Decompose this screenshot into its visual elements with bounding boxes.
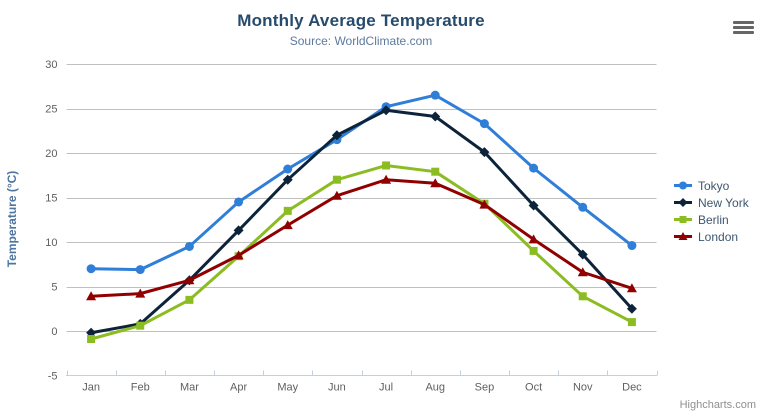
svg-text:May: May — [277, 382, 298, 394]
legend-item-london[interactable]: London — [673, 228, 749, 245]
svg-text:30: 30 — [45, 59, 57, 71]
legend-item-label: New York — [698, 195, 749, 210]
svg-text:Jan: Jan — [82, 382, 100, 394]
x-axis — [66, 370, 658, 376]
svg-text:25: 25 — [45, 104, 57, 116]
legend: Tokyo New York Berlin London — [673, 177, 749, 245]
svg-text:Apr: Apr — [230, 382, 247, 394]
svg-text:5: 5 — [51, 282, 57, 294]
chart-subtitle: Source: WorldClimate.com — [289, 34, 433, 48]
svg-text:Aug: Aug — [425, 382, 445, 394]
svg-text:Jul: Jul — [379, 382, 393, 394]
legend-item-label: Berlin — [698, 212, 729, 227]
series-london[interactable] — [86, 174, 637, 301]
svg-text:15: 15 — [45, 193, 57, 205]
svg-text:Nov: Nov — [573, 382, 593, 394]
y-axis-labels: -5 0 5 10 15 20 25 30 — [45, 59, 57, 383]
legend-item-tokyo[interactable]: Tokyo — [673, 177, 749, 194]
credits-link[interactable]: Highcharts.com — [679, 399, 756, 411]
legend-marker-icon — [674, 198, 692, 207]
svg-text:Oct: Oct — [525, 382, 542, 394]
svg-text:0: 0 — [51, 326, 57, 338]
svg-text:Mar: Mar — [180, 382, 199, 394]
svg-text:10: 10 — [45, 237, 57, 249]
gridlines — [66, 64, 657, 332]
svg-text:Jun: Jun — [328, 382, 346, 394]
svg-text:Feb: Feb — [131, 382, 150, 394]
legend-marker-icon — [674, 181, 692, 190]
hamburger-icon — [732, 25, 754, 29]
x-axis-labels: Jan Feb Mar Apr May Jun Jul Aug Sep Oct Nov Dec — [82, 382, 642, 394]
legend-item-new-york[interactable]: New York — [673, 194, 749, 211]
hamburger-icon — [732, 20, 754, 24]
svg-text:Sep: Sep — [475, 382, 495, 394]
y-axis-title: Temperature (°C) — [5, 170, 19, 268]
legend-item-berlin[interactable]: Berlin — [673, 211, 749, 228]
svg-text:20: 20 — [45, 148, 57, 160]
hamburger-icon — [732, 30, 754, 34]
export-menu-button[interactable] — [729, 16, 757, 38]
svg-text:Dec: Dec — [622, 382, 642, 394]
chart-title: Monthly Average Temperature — [237, 11, 485, 30]
legend-item-label: London — [698, 229, 739, 244]
series-new-york[interactable] — [86, 105, 637, 338]
legend-marker-icon — [674, 232, 692, 240]
legend-marker-icon — [674, 216, 692, 223]
svg-text:-5: -5 — [48, 371, 58, 383]
series-tokyo[interactable] — [86, 90, 637, 275]
legend-item-label: Tokyo — [698, 178, 730, 193]
